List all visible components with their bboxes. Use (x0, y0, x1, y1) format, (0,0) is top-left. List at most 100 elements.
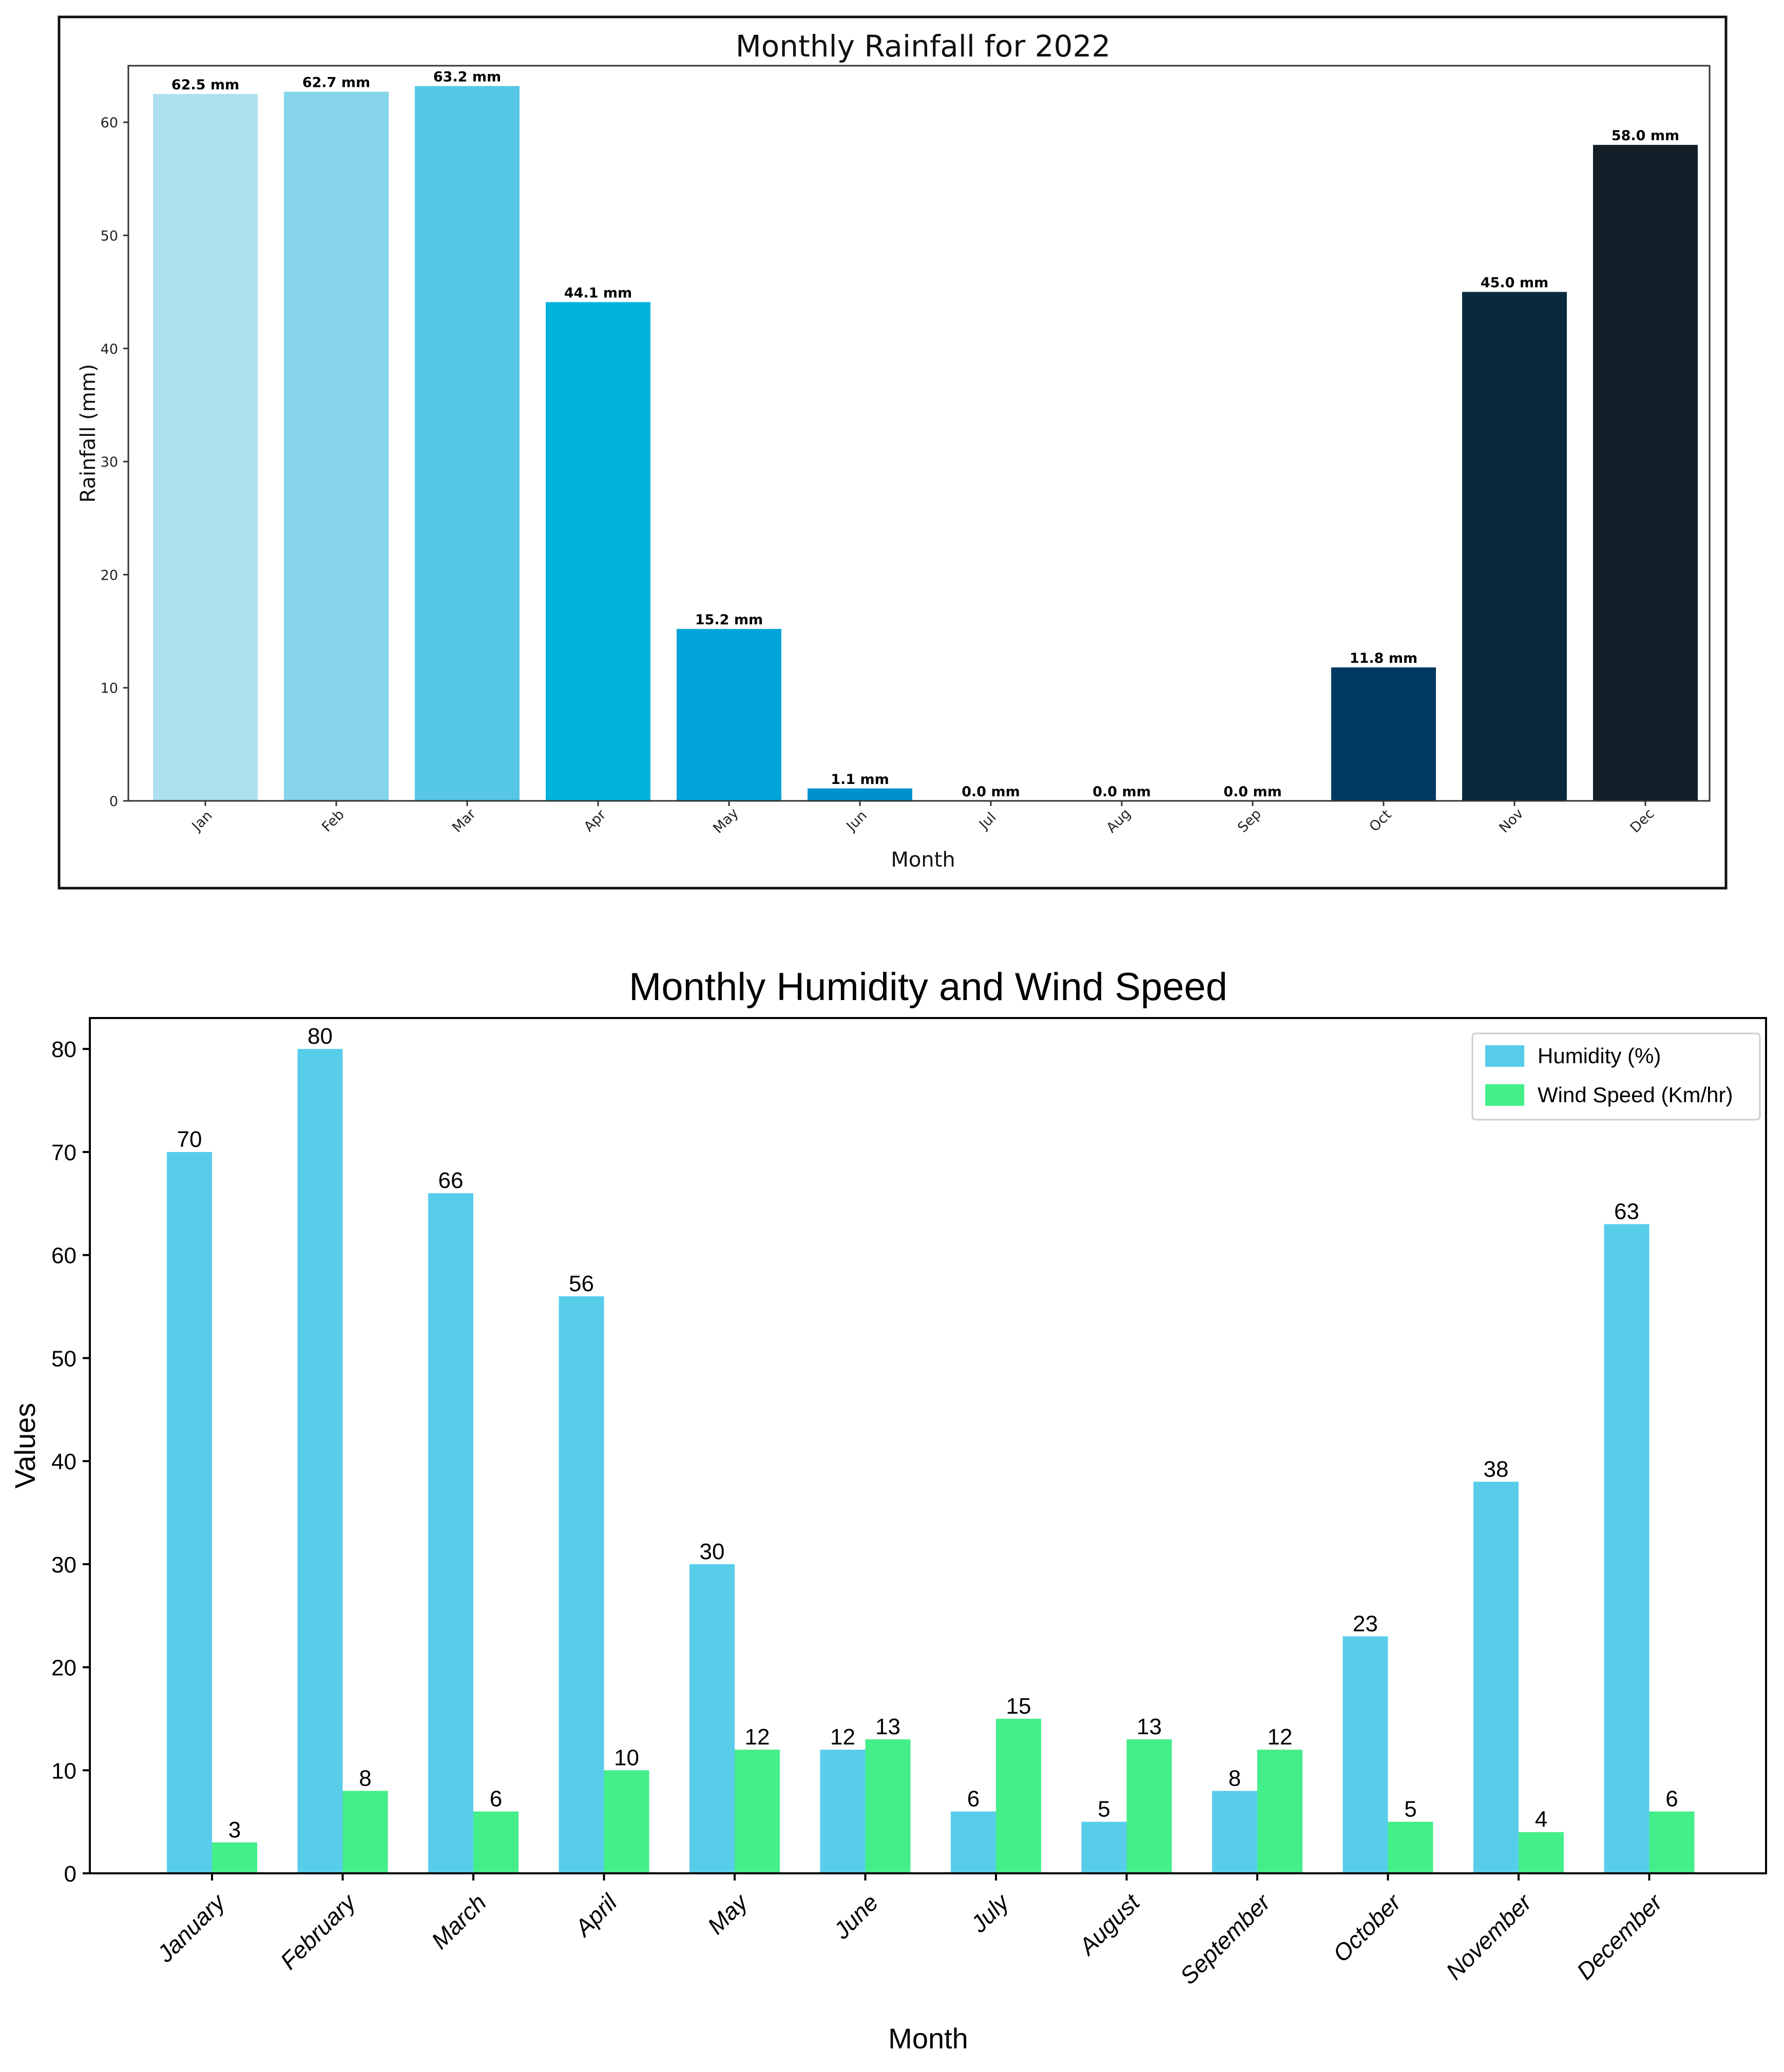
wind-speed-km-hr-data-label-july: 15 (1006, 1694, 1031, 1719)
humidity-data-label-december: 63 (1614, 1199, 1639, 1224)
humidity-bar-september (1212, 1791, 1257, 1873)
humidity-data-label-september: 8 (1229, 1766, 1241, 1791)
rainfall-bar-may (677, 629, 781, 801)
wind-speed-km-hr-bar-january (212, 1842, 257, 1873)
legend-swatch-humidity (1485, 1045, 1524, 1067)
legend-swatch-wind-speed (1485, 1084, 1524, 1106)
legend-label-humidity: Humidity (%) (1538, 1044, 1661, 1068)
rainfall-data-label-jul: 0.0 mm (962, 784, 1020, 800)
humidity-data-label-january: 70 (177, 1127, 202, 1152)
wind-speed-km-hr-bar-june (865, 1739, 911, 1873)
humidity-bar-april (559, 1296, 604, 1873)
humidity-bar-august (1081, 1821, 1127, 1873)
wind-speed-km-hr-bar-december (1649, 1811, 1695, 1873)
humidity-data-label-july: 6 (967, 1787, 980, 1812)
rainfall-data-label-dec: 58.0 mm (1612, 128, 1679, 144)
wind-speed-km-hr-bar-february (342, 1791, 388, 1873)
rainfall-plot-area (127, 65, 1711, 802)
rainfall-data-label-jan: 62.5 mm (171, 77, 239, 93)
wind-speed-km-hr-data-label-october: 5 (1404, 1797, 1416, 1822)
humidity-wind-x-axis-label: Month (888, 2022, 968, 2055)
humidity-bar-march (428, 1193, 473, 1873)
humidity-wind-y-tick-70: 70 (51, 1140, 76, 1165)
legend: Humidity (%) Wind Speed (Km/hr) (1471, 1032, 1761, 1121)
rainfall-y-tick-60: 60 (101, 115, 118, 131)
humidity-wind-chart-title: Monthly Humidity and Wind Speed (629, 965, 1227, 1009)
rainfall-bar-jan (153, 94, 258, 801)
humidity-bar-may (689, 1564, 735, 1873)
rainfall-y-tick-40: 40 (101, 341, 118, 357)
humidity-wind-y-tick-10: 10 (51, 1758, 76, 1783)
rainfall-y-axis-label: Rainfall (mm) (76, 364, 100, 503)
wind-speed-km-hr-bar-september (1257, 1750, 1302, 1873)
rainfall-chart-title: Monthly Rainfall for 2022 (736, 29, 1111, 64)
rainfall-bar-dec (1593, 145, 1698, 801)
humidity-wind-y-tick-0: 0 (64, 1862, 76, 1887)
rainfall-data-label-mar: 63.2 mm (433, 69, 501, 85)
humidity-data-label-march: 66 (438, 1168, 464, 1193)
wind-speed-km-hr-bar-october (1388, 1821, 1433, 1873)
wind-speed-km-hr-bar-november (1519, 1832, 1564, 1873)
humidity-wind-y-axis-label: Values (9, 1403, 41, 1488)
humidity-data-label-february: 80 (308, 1024, 333, 1049)
rainfall-bar-jun (808, 788, 912, 801)
wind-speed-km-hr-bar-august (1126, 1739, 1172, 1873)
legend-frame (1471, 1032, 1761, 1121)
wind-speed-km-hr-data-label-january: 3 (228, 1817, 241, 1843)
humidity-bar-february (297, 1049, 343, 1873)
rainfall-y-tick-50: 50 (101, 228, 118, 244)
humidity-data-label-august: 5 (1098, 1797, 1110, 1822)
rainfall-bar-mar (415, 86, 520, 801)
wind-speed-km-hr-bar-july (996, 1718, 1041, 1873)
humidity-data-label-october: 23 (1353, 1611, 1378, 1636)
rainfall-data-label-oct: 11.8 mm (1350, 650, 1417, 666)
rainfall-data-label-jun: 1.1 mm (831, 772, 889, 788)
rainfall-bar-feb (284, 91, 389, 801)
wind-speed-km-hr-data-label-february: 8 (359, 1766, 371, 1791)
humidity-bar-july (951, 1811, 996, 1873)
wind-speed-km-hr-data-label-august: 13 (1137, 1714, 1162, 1739)
rainfall-chart: Monthly Rainfall for 2022 62.5 mm 62.7 mm… (57, 15, 1728, 890)
rainfall-data-label-may: 15.2 mm (695, 612, 763, 628)
wind-speed-km-hr-bar-may (735, 1750, 780, 1873)
humidity-bar-november (1473, 1482, 1519, 1873)
legend-label-wind-speed: Wind Speed (Km/hr) (1538, 1083, 1733, 1107)
wind-speed-km-hr-bar-april (604, 1770, 649, 1873)
rainfall-y-tick-10: 10 (101, 681, 118, 697)
humidity-data-label-november: 38 (1484, 1456, 1509, 1482)
wind-speed-km-hr-data-label-september: 12 (1268, 1724, 1293, 1750)
rainfall-bar-nov (1462, 292, 1567, 801)
rainfall-bar-apr (546, 302, 650, 801)
rainfall-data-label-apr: 44.1 mm (564, 285, 632, 301)
humidity-wind-y-tick-80: 80 (51, 1037, 76, 1062)
humidity-bar-january (167, 1152, 212, 1873)
humidity-wind-plot-area (89, 1017, 1767, 1874)
humidity-bar-june (820, 1750, 866, 1873)
humidity-wind-y-tick-40: 40 (51, 1449, 76, 1474)
humidity-wind-y-tick-30: 30 (51, 1552, 76, 1578)
wind-speed-km-hr-data-label-june: 13 (875, 1714, 900, 1739)
humidity-bar-december (1604, 1224, 1649, 1873)
wind-speed-km-hr-bar-march (473, 1811, 519, 1873)
wind-speed-km-hr-data-label-april: 10 (614, 1745, 639, 1770)
rainfall-x-axis-label: Month (891, 848, 955, 872)
humidity-data-label-june: 12 (830, 1724, 855, 1750)
humidity-wind-y-tick-50: 50 (51, 1346, 76, 1371)
rainfall-data-label-sep: 0.0 mm (1223, 784, 1282, 800)
humidity-wind-y-tick-60: 60 (51, 1243, 76, 1269)
wind-speed-km-hr-data-label-november: 4 (1535, 1807, 1547, 1832)
rainfall-y-tick-20: 20 (101, 567, 118, 583)
wind-speed-km-hr-data-label-december: 6 (1665, 1787, 1678, 1812)
rainfall-data-label-nov: 45.0 mm (1481, 275, 1548, 291)
rainfall-y-tick-30: 30 (101, 454, 118, 470)
humidity-wind-y-tick-20: 20 (51, 1656, 76, 1681)
humidity-bar-october (1342, 1636, 1388, 1873)
rainfall-bar-oct (1331, 667, 1436, 801)
rainfall-y-tick-0: 0 (109, 794, 118, 810)
humidity-data-label-may: 30 (700, 1539, 725, 1564)
wind-speed-km-hr-data-label-may: 12 (745, 1724, 770, 1750)
rainfall-data-label-feb: 62.7 mm (302, 75, 370, 91)
wind-speed-km-hr-data-label-march: 6 (490, 1787, 502, 1812)
rainfall-data-label-aug: 0.0 mm (1092, 784, 1151, 800)
